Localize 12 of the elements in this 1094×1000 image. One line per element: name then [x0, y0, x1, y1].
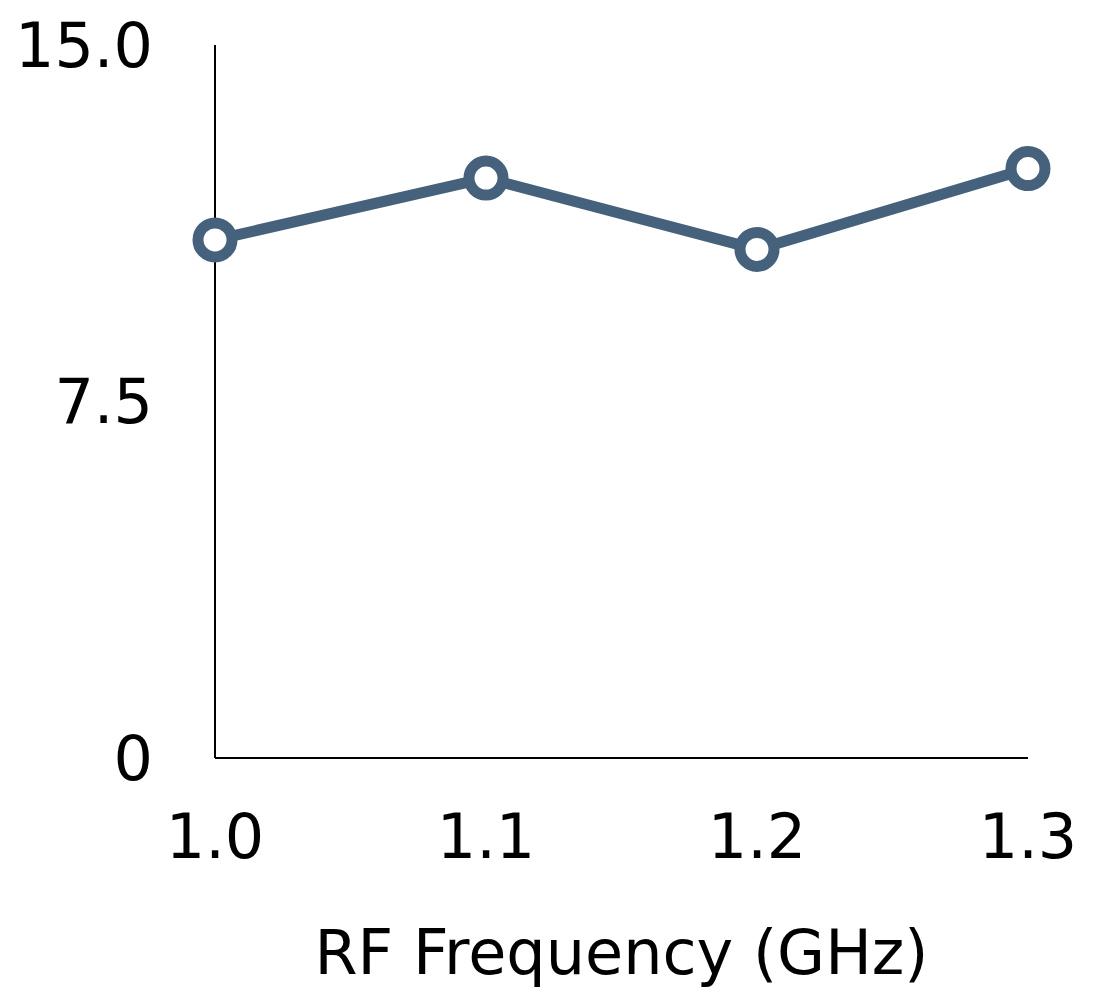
y-tick-label: 0 — [113, 721, 153, 795]
y-tick-label: 7.5 — [54, 365, 153, 438]
x-tick-label: 1.1 — [436, 800, 536, 873]
point — [734, 226, 780, 272]
x-axis-title: RF Frequency (GHz) — [314, 916, 929, 989]
x-tick-label: 1.0 — [165, 800, 265, 873]
y-tick-label: 15.0 — [14, 8, 153, 82]
point — [463, 155, 509, 201]
point — [192, 217, 238, 263]
point — [1005, 146, 1051, 192]
x-tick-label: 1.2 — [707, 800, 807, 873]
x-tick-label: 1.3 — [978, 800, 1078, 873]
